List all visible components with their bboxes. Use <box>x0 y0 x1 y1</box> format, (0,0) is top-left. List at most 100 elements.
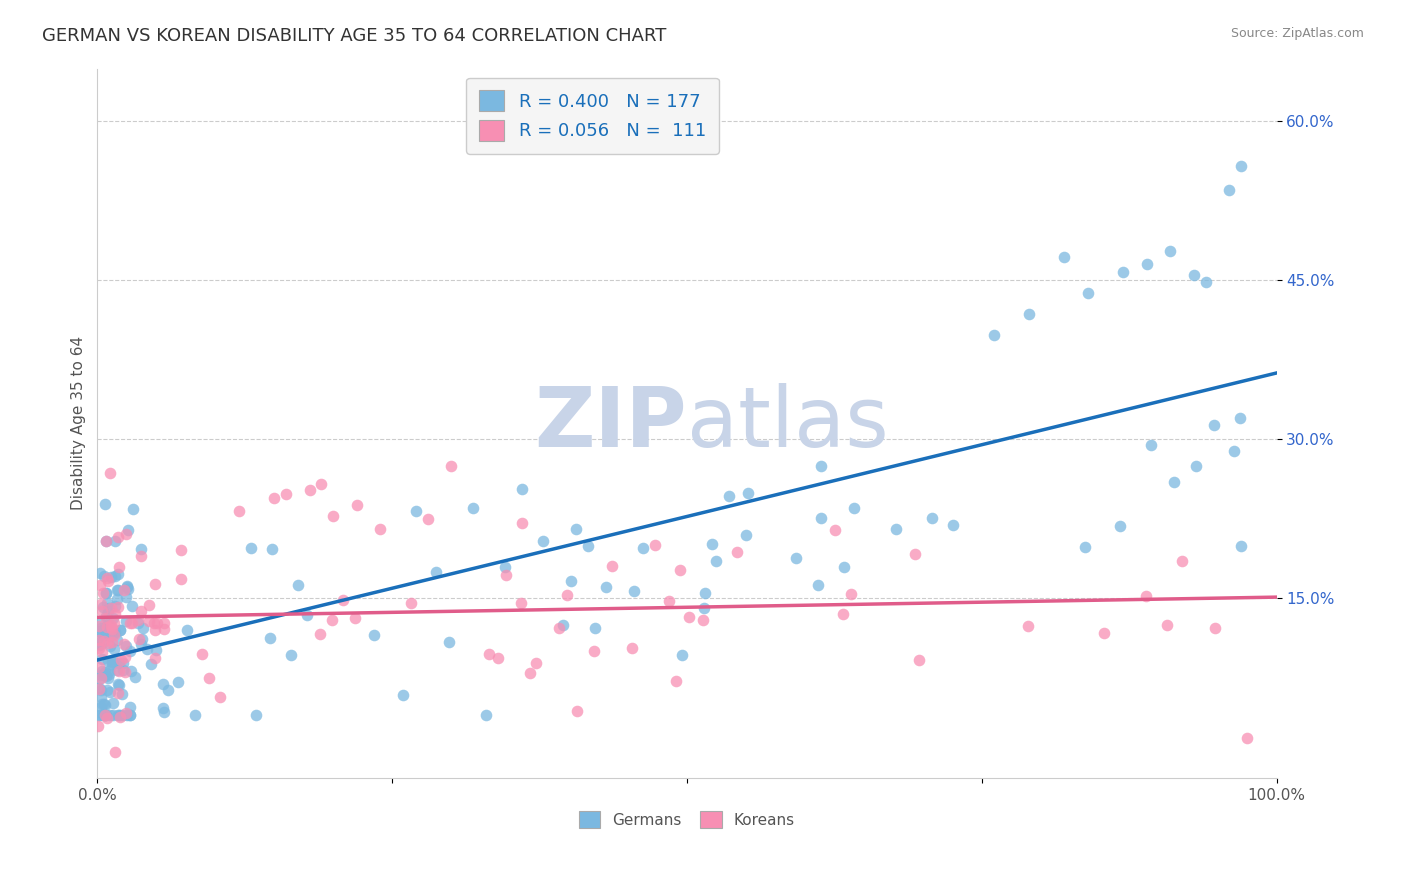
Point <box>169 572 191 586</box>
Point <box>96 571 118 585</box>
Legend: Germans, Koreans: Germans, Koreans <box>572 805 801 834</box>
Point <box>600 558 623 573</box>
Point <box>110 653 132 667</box>
Point <box>98 600 121 615</box>
Point <box>90 624 112 638</box>
Point <box>129 541 152 556</box>
Point <box>262 541 284 556</box>
Point <box>90 683 112 698</box>
Point <box>259 631 281 645</box>
Point <box>405 504 427 518</box>
Point <box>98 466 121 480</box>
Point <box>1018 307 1040 321</box>
Point <box>1109 519 1132 533</box>
Point <box>1159 244 1181 258</box>
Point <box>90 700 112 714</box>
Point <box>475 707 498 722</box>
Point <box>87 681 110 695</box>
Point <box>128 632 150 647</box>
Point <box>100 618 122 632</box>
Point <box>93 668 115 682</box>
Point <box>693 600 716 615</box>
Point <box>143 651 166 665</box>
Point <box>89 668 111 682</box>
Point <box>567 704 589 718</box>
Point <box>621 640 644 655</box>
Point <box>89 707 111 722</box>
Point <box>510 516 533 531</box>
Point <box>108 623 131 637</box>
Point <box>97 664 120 678</box>
Point <box>117 579 139 593</box>
Point <box>94 611 117 625</box>
Point <box>114 665 136 680</box>
Point <box>100 685 122 699</box>
Point <box>96 596 118 610</box>
Point <box>110 687 132 701</box>
Point <box>96 620 118 634</box>
Point <box>1171 554 1194 568</box>
Point <box>280 648 302 662</box>
Point <box>416 512 439 526</box>
Point <box>145 615 167 630</box>
Point <box>346 498 368 512</box>
Point <box>117 582 139 596</box>
Point <box>100 634 122 648</box>
Point <box>678 609 700 624</box>
Point <box>97 667 120 681</box>
Point <box>114 639 136 653</box>
Point <box>108 665 131 679</box>
Point <box>671 648 693 662</box>
Point <box>103 745 125 759</box>
Point <box>461 500 484 515</box>
Point <box>1053 250 1076 264</box>
Point <box>103 696 125 710</box>
Point <box>105 582 128 597</box>
Point <box>121 615 143 630</box>
Point <box>105 632 128 647</box>
Point <box>93 698 115 712</box>
Point <box>91 664 114 678</box>
Point <box>735 528 758 542</box>
Point <box>108 710 131 724</box>
Point <box>101 611 124 625</box>
Point <box>132 621 155 635</box>
Point <box>512 482 534 496</box>
Point <box>208 690 231 704</box>
Point <box>97 604 120 618</box>
Point <box>121 599 143 614</box>
Point <box>112 637 135 651</box>
Point <box>91 652 114 666</box>
Point <box>239 541 262 556</box>
Point <box>152 677 174 691</box>
Point <box>94 707 117 722</box>
Point <box>1230 159 1253 173</box>
Point <box>1136 258 1159 272</box>
Point <box>94 609 117 624</box>
Point <box>1092 625 1115 640</box>
Point <box>93 707 115 722</box>
Point <box>907 653 929 667</box>
Point <box>94 707 117 722</box>
Point <box>100 655 122 669</box>
Point <box>156 682 179 697</box>
Point <box>644 538 666 552</box>
Point <box>114 650 136 665</box>
Point <box>89 640 111 655</box>
Point <box>143 623 166 637</box>
Point <box>93 697 115 711</box>
Point <box>143 576 166 591</box>
Point <box>96 586 118 600</box>
Point <box>1163 475 1185 489</box>
Point <box>810 458 832 473</box>
Point <box>695 586 717 600</box>
Point <box>115 526 138 541</box>
Point <box>595 580 617 594</box>
Point <box>90 598 112 612</box>
Point <box>94 534 117 549</box>
Point <box>121 502 143 516</box>
Point <box>96 533 118 548</box>
Point <box>363 628 385 642</box>
Point <box>90 697 112 711</box>
Point <box>97 654 120 668</box>
